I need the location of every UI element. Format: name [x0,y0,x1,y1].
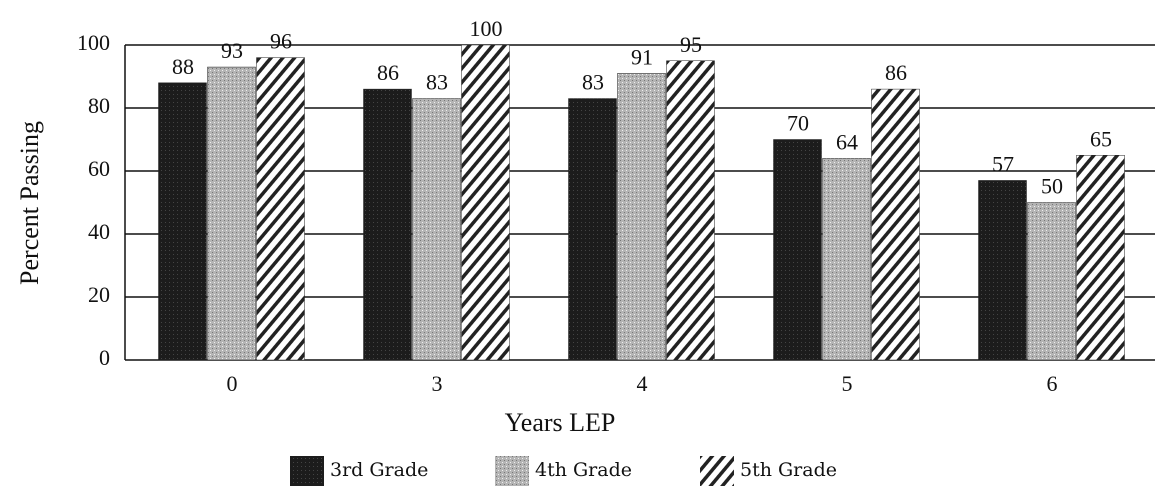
y-tick-label: 40 [88,219,110,244]
y-tick-label: 0 [99,345,110,370]
bar [822,158,871,361]
legend-label: 3rd Grade [330,459,428,481]
y-tick-label: 60 [88,156,110,181]
data-label: 70 [787,111,809,136]
data-label: 95 [680,32,702,57]
y-axis-title: Percent Passing [15,121,44,285]
data-label: 86 [885,60,907,85]
data-label: 88 [172,54,194,79]
data-label: 83 [426,70,448,95]
data-label: 65 [1090,126,1112,151]
x-tick-label: 6 [1047,371,1058,396]
data-label: 93 [221,38,243,63]
y-tick-label: 20 [88,282,110,307]
legend-label: 4th Grade [535,459,632,481]
legend-label: 5th Grade [740,459,837,481]
data-label: 64 [836,129,858,154]
bar [207,66,256,361]
bar [363,88,412,361]
bar [461,44,510,361]
x-tick-label: 5 [842,371,853,396]
bar [412,98,461,361]
data-label: 83 [582,70,604,95]
x-tick-label: 4 [637,371,648,396]
bar [1076,155,1125,361]
bar [773,139,822,361]
bar [871,88,920,361]
legend-swatch [495,456,529,486]
data-label: 50 [1041,174,1063,199]
bar [1027,202,1076,361]
bar [978,180,1027,361]
y-tick-label: 100 [77,30,110,55]
bar [256,57,305,361]
bar [158,82,207,361]
legend-swatch [290,456,324,486]
data-label: 57 [992,151,1014,176]
bar [617,73,666,361]
bar [568,98,617,361]
data-label: 91 [631,44,653,69]
x-tick-label: 0 [227,371,238,396]
data-label: 100 [470,16,503,41]
data-label: 86 [377,60,399,85]
y-tick-label: 80 [88,93,110,118]
x-axis-title: Years LEP [505,408,616,437]
data-label: 96 [270,29,292,54]
bar [666,60,715,361]
legend-swatch [700,456,734,486]
x-tick-label: 3 [432,371,443,396]
